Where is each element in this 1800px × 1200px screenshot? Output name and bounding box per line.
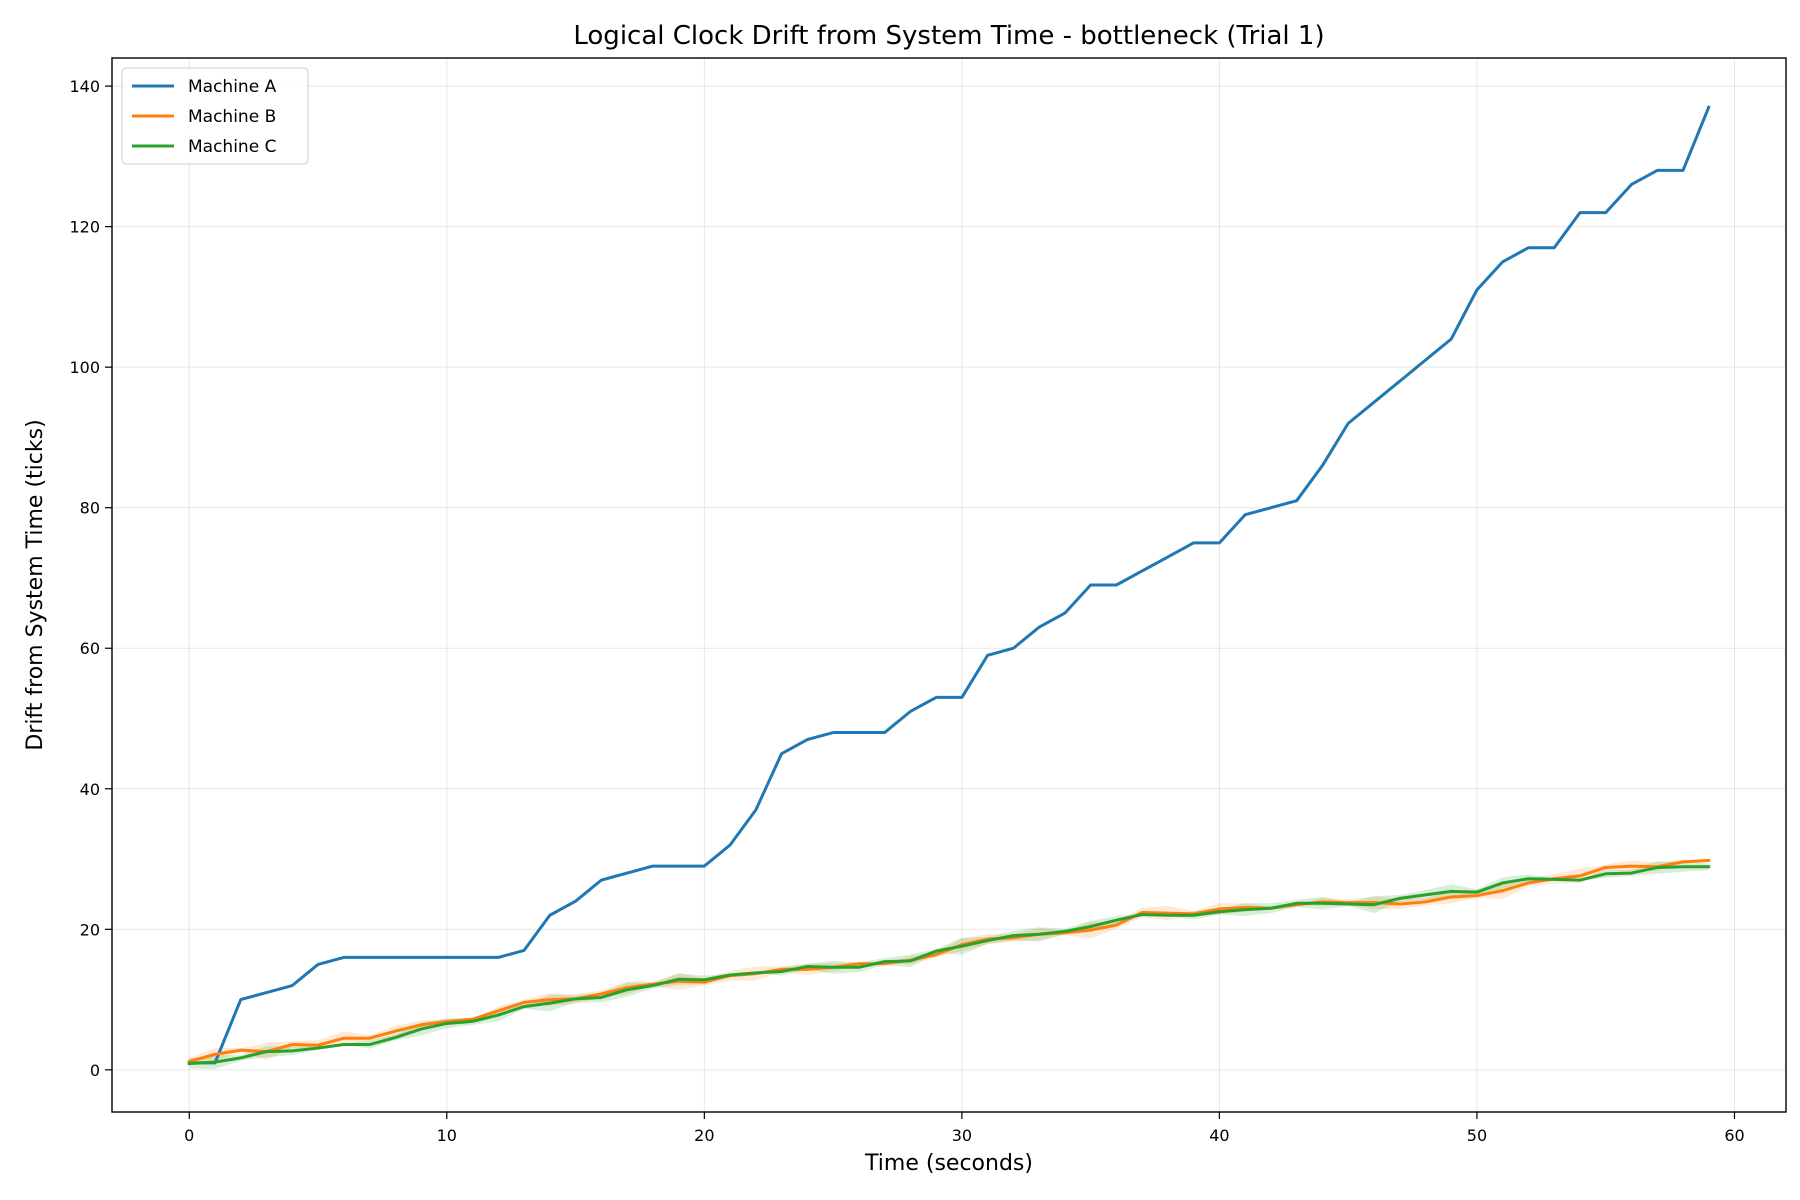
y-tick-label: 0: [90, 1061, 100, 1080]
line-machine-a: [187, 105, 1711, 1065]
x-tick-label: 0: [184, 1126, 194, 1145]
plot-area-frame: [111, 57, 1787, 1113]
y-tick-label: 100: [69, 358, 100, 377]
x-tick-label: 20: [694, 1126, 714, 1145]
x-tick-label: 30: [952, 1126, 972, 1145]
legend: Machine A Machine B Machine C: [121, 67, 309, 165]
x-axis-label: Time (seconds): [864, 1151, 1033, 1176]
series-lines: [187, 105, 1711, 1066]
y-tick-label: 20: [80, 920, 100, 939]
y-axis-label: Drift from System Time (ticks): [23, 419, 48, 750]
x-tick-label: 60: [1724, 1126, 1744, 1145]
legend-label-machine-b: Machine B: [188, 107, 276, 127]
chart-title: Logical Clock Drift from System Time - b…: [573, 21, 1324, 51]
y-axis-ticks: 0 20 40 60 80 100 120 140: [69, 77, 112, 1080]
y-tick-label: 60: [80, 639, 100, 658]
grid-lines: [112, 58, 1786, 1112]
x-axis-ticks: 0 10 20 30 40 50 60: [184, 1112, 1745, 1145]
line-machine-c: [187, 865, 1711, 1066]
legend-label-machine-a: Machine A: [188, 77, 277, 97]
x-tick-label: 40: [1209, 1126, 1229, 1145]
y-tick-label: 120: [69, 218, 100, 237]
x-tick-label: 10: [437, 1126, 457, 1145]
y-tick-label: 40: [80, 780, 100, 799]
y-tick-label: 140: [69, 77, 100, 96]
legend-label-machine-c: Machine C: [188, 137, 276, 157]
x-tick-label: 50: [1467, 1126, 1487, 1145]
legend-box: [121, 67, 309, 165]
y-tick-label: 80: [80, 499, 100, 518]
